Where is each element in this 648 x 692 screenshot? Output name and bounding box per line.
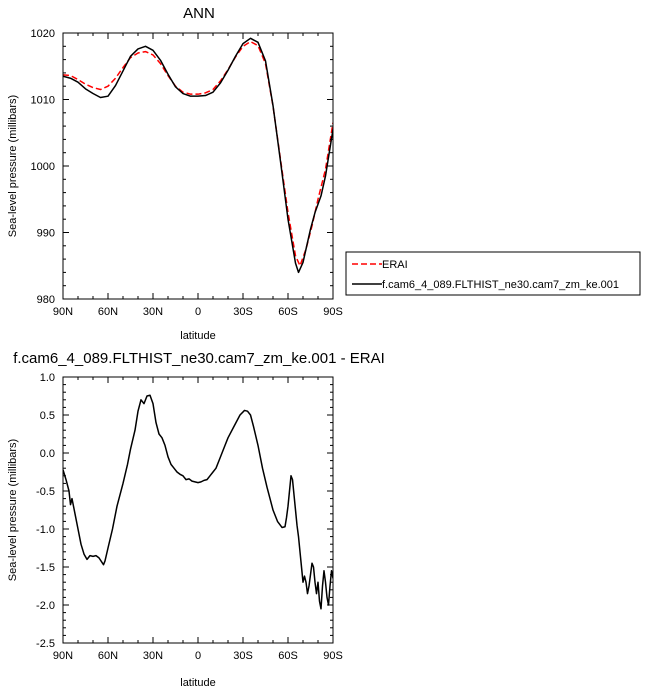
difference-series-line xyxy=(63,394,333,610)
bottom-plot-area xyxy=(62,376,334,644)
y-tick-label: 1.0 xyxy=(40,372,55,384)
bottom-panel: f.cam6_4_089.FLTHIST_ne30.cam7_zm_ke.001… xyxy=(7,350,385,689)
y-tick-label: -2.0 xyxy=(36,600,55,612)
bottom-x-axis-label: latitude xyxy=(180,677,215,689)
y-tick-label: 1020 xyxy=(31,28,55,40)
bottom-x-ticks: 90N 60N 30N 0 30S 60S 90S xyxy=(53,377,343,662)
y-tick-label: -1.5 xyxy=(36,562,55,574)
top-y-axis-label: Sea-level pressure (millibars) xyxy=(7,95,19,237)
y-tick-label: 0.5 xyxy=(40,410,55,422)
x-tick-label: 60N xyxy=(98,306,118,318)
x-tick-label: 30N xyxy=(143,650,163,662)
y-tick-label: 1010 xyxy=(31,95,55,107)
y-tick-label: 1000 xyxy=(31,161,55,173)
x-tick-label: 90S xyxy=(323,306,343,318)
x-tick-label: 30N xyxy=(143,306,163,318)
y-tick-label: -0.5 xyxy=(36,486,55,498)
x-tick-label: 0 xyxy=(195,650,201,662)
y-tick-label: 990 xyxy=(37,228,55,240)
top-x-axis-label: latitude xyxy=(180,330,215,342)
legend-label-model: f.cam6_4_089.FLTHIST_ne30.cam7_zm_ke.001 xyxy=(382,279,619,291)
x-tick-label: 30S xyxy=(233,650,253,662)
series-line-erai xyxy=(63,40,333,267)
legend-box xyxy=(345,251,641,296)
bottom-series-group xyxy=(63,394,333,610)
bottom-plot-frame xyxy=(62,376,334,644)
top-plot-frame xyxy=(62,32,334,300)
top-chart-title: ANN xyxy=(183,5,215,22)
top-plot-area xyxy=(62,32,334,300)
top-panel: ANN 90N 60N 30N 0 30S 60S 90S 980 990 1000 1010 10… xyxy=(7,5,641,342)
bottom-y-axis-label: Sea-level pressure (millibars) xyxy=(7,439,19,581)
x-tick-label: 60N xyxy=(98,650,118,662)
y-tick-label: -2.5 xyxy=(36,638,55,650)
top-y-ticks: 980 990 1000 1010 1020 xyxy=(31,28,333,306)
top-x-ticks: 90N 60N 30N 0 30S 60S 90S xyxy=(53,33,343,318)
x-tick-label: 0 xyxy=(195,306,201,318)
x-tick-label: 90N xyxy=(53,306,73,318)
bottom-chart-title: f.cam6_4_089.FLTHIST_ne30.cam7_zm_ke.001… xyxy=(13,350,385,367)
x-tick-label: 60S xyxy=(278,650,298,662)
legend: ERAI f.cam6_4_089.FLTHIST_ne30.cam7_zm_k… xyxy=(345,251,641,296)
bottom-y-ticks: -2.5 -2.0 -1.5 -1.0 -0.5 0.0 0.5 1.0 xyxy=(36,372,333,650)
legend-label-erai: ERAI xyxy=(382,259,408,271)
y-tick-label: 980 xyxy=(37,294,55,306)
x-tick-label: 60S xyxy=(278,306,298,318)
x-tick-label: 90S xyxy=(323,650,343,662)
x-tick-label: 30S xyxy=(233,306,253,318)
x-tick-label: 90N xyxy=(53,650,73,662)
series-line-f-cam6-4-089-flthist-ne30-cam7-zm-ke-001 xyxy=(63,37,333,274)
y-tick-label: -1.0 xyxy=(36,524,55,536)
top-series-group xyxy=(63,37,333,274)
y-tick-label: 0.0 xyxy=(40,448,55,460)
